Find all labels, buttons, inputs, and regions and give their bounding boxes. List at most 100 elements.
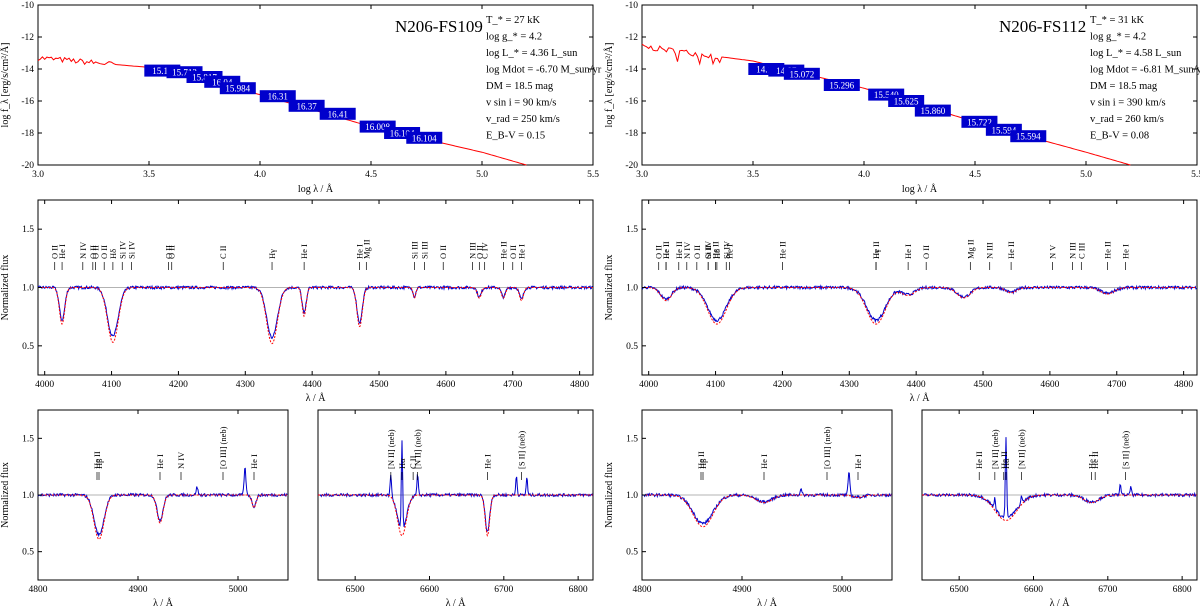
line-identification: He II	[498, 241, 508, 259]
photometry-label: 15.594	[991, 125, 1016, 135]
line-identification: He II	[674, 241, 684, 259]
line-identification: O II	[508, 245, 518, 259]
line-identification: [N II] (neb)	[990, 429, 1000, 469]
stellar-parameter: log L_* = 4.58 L_sun	[1090, 48, 1182, 59]
line-identification: Si IV	[721, 240, 731, 259]
optical-panel-fs109-x-axis-label: λ / Å	[306, 392, 327, 404]
sed-x-axis-label: log λ / Å	[902, 183, 938, 195]
sed-x-tick-label: 5.5	[587, 170, 599, 180]
optical-panel-fs112-x-tick-label: 4700	[1107, 380, 1126, 390]
line-identification: He I	[1120, 244, 1130, 259]
sed-y-tick-label: -14	[625, 65, 638, 75]
optical-panel-fs112-x-tick-label: 4600	[1040, 380, 1059, 390]
photometry-box	[259, 90, 296, 103]
line-identification: Hβ	[698, 459, 708, 469]
photometry-box	[823, 79, 860, 91]
observed-spectrum	[641, 472, 892, 525]
photometry-label: 15.15	[152, 66, 173, 76]
sed-y-tick-label: -16	[625, 97, 638, 107]
line-identification: He I	[355, 244, 365, 259]
sed-x-tick-label: 3.5	[143, 170, 155, 180]
line-identification: He II	[974, 451, 984, 469]
norm-y-tick-label: 0.5	[626, 342, 638, 352]
line-identification: He II	[999, 451, 1009, 469]
stellar-parameter: T_* = 27 kK	[486, 15, 540, 26]
optical-panel-fs109-x-tick-label: 4400	[303, 380, 322, 390]
photometry-box	[888, 95, 925, 107]
line-identification: He I	[299, 244, 309, 259]
line-identification: O II	[167, 245, 177, 259]
norm-y-tick-label: 0.5	[22, 548, 34, 558]
line-identification: O II	[692, 245, 702, 259]
stellar-parameter: log g_* = 4.2	[1090, 32, 1146, 43]
optical-panel-fs109-x-tick-label: 4500	[370, 380, 389, 390]
line-identification: He I	[661, 244, 671, 259]
line-identification: O II	[163, 245, 173, 259]
line-identification: [S II] (neb)	[1121, 431, 1131, 469]
line-identification: Hδ	[108, 249, 118, 259]
sed-model-curve	[641, 43, 1131, 166]
photometry-label: 16.104	[390, 129, 415, 139]
sed-x-tick-label: 4.0	[254, 170, 266, 180]
norm-y-axis-label: Normalized flux	[0, 255, 11, 321]
model-spectrum	[318, 494, 593, 537]
sed-x-axis-label: log λ / Å	[298, 183, 334, 195]
line-identification: Si III	[419, 241, 429, 259]
stellar-parameter: v sin i = 90 km/s	[486, 98, 556, 109]
optical-panel-fs112-x-tick-label: 4400	[907, 380, 926, 390]
halpha-panel-fs109-x-axis-label: λ / Å	[446, 597, 467, 609]
line-identification: Si III	[409, 241, 419, 259]
norm-y-axis-label: Normalized flux	[604, 255, 615, 321]
photometry-label: 15.072	[789, 69, 814, 79]
line-identification: Hγ	[267, 249, 277, 259]
optical-panel-fs112-x-tick-label: 4800	[1174, 380, 1193, 390]
observed-spectrum	[921, 437, 1197, 519]
photometry-label: 15.296	[829, 81, 854, 91]
line-identification: [S II] (neb)	[517, 431, 527, 469]
norm-y-tick-label: 1.0	[22, 491, 34, 501]
line-identification: He II	[711, 241, 721, 259]
line-identification: O II	[921, 245, 931, 259]
norm-y-tick-label: 1.5	[22, 225, 34, 235]
optical-panel-fs112-x-tick-label: 4000	[639, 380, 658, 390]
hbeta-panel-fs112-x-tick-label: 4900	[733, 585, 752, 595]
line-identification: N IV	[682, 241, 692, 259]
line-identification: He I	[57, 244, 67, 259]
line-identification: C II	[218, 245, 228, 259]
line-identification: O II	[88, 245, 98, 259]
line-identification: Si IV	[703, 240, 713, 259]
line-identification: [O III] (neb)	[822, 426, 832, 469]
stellar-parameter: v sin i = 390 km/s	[1090, 98, 1166, 109]
norm-y-tick-label: 1.5	[22, 434, 34, 444]
line-identification: O II	[654, 245, 664, 259]
sed-x-tick-label: 5.5	[1191, 170, 1200, 180]
line-identification: He II	[696, 451, 706, 469]
hbeta-panel-fs109-x-tick-label: 4900	[129, 585, 148, 595]
optical-panel-fs109-x-tick-label: 4800	[570, 380, 589, 390]
line-identification: He I	[1086, 454, 1096, 469]
sed-y-tick-label: -12	[625, 33, 638, 43]
sed-panel-frame	[641, 4, 1198, 166]
photometry-box	[914, 104, 951, 117]
line-identification: N IV	[176, 451, 186, 469]
model-spectrum	[922, 494, 1197, 521]
sed-x-tick-label: 4.5	[969, 170, 981, 180]
line-identification: N III	[1068, 242, 1078, 259]
sed-y-tick-label: -18	[21, 129, 34, 139]
line-identification: N III	[985, 242, 995, 259]
hbeta-panel-fs109-x-axis-label: λ / Å	[153, 597, 174, 609]
optical-panel-fs109-x-tick-label: 4000	[35, 380, 54, 390]
model-spectrum	[642, 494, 892, 528]
stellar-parameter: log Mdot = -6.70 M_sun/yr	[486, 65, 602, 76]
photometry-box	[406, 131, 443, 144]
line-identification: O II	[703, 245, 713, 259]
optical-panel-fs109-x-tick-label: 4200	[169, 380, 188, 390]
model-spectrum	[642, 287, 1197, 325]
optical-panel-fs109-x-tick-label: 4100	[102, 380, 121, 390]
line-identification: O II	[50, 245, 60, 259]
sed-y-axis-label: log f_λ [erg/s/cm²/Å]	[0, 43, 11, 128]
optical-panel-fs112-x-tick-label: 4500	[974, 380, 993, 390]
line-identification: O II	[474, 245, 484, 259]
photometry-label: 15.722	[967, 117, 992, 127]
photometry-label: 16.31	[268, 92, 288, 102]
